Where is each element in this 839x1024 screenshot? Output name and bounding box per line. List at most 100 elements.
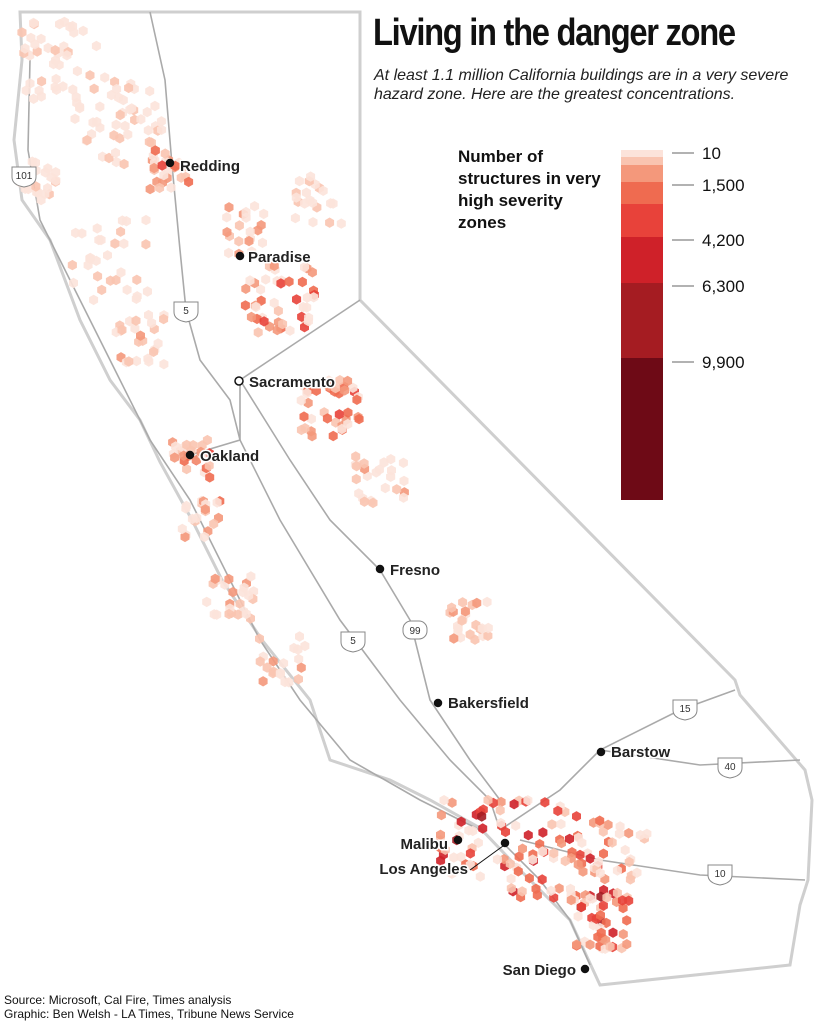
hex-cell bbox=[239, 582, 249, 593]
hex-cell bbox=[625, 874, 635, 885]
hex-cell bbox=[585, 893, 595, 904]
hex-cell bbox=[71, 91, 81, 103]
hex-cell bbox=[224, 247, 234, 259]
hex-cell bbox=[132, 355, 141, 367]
hex-cell bbox=[43, 42, 53, 54]
hex-cell bbox=[228, 586, 238, 598]
hex-cell bbox=[146, 137, 156, 148]
hex-cell bbox=[506, 883, 516, 894]
hex-cell bbox=[602, 892, 612, 903]
hex-cell bbox=[465, 848, 475, 859]
hex-cell bbox=[318, 185, 328, 196]
hex-cell bbox=[269, 297, 279, 309]
hex-cell bbox=[296, 662, 306, 673]
city-label: Redding bbox=[180, 158, 240, 175]
hex-cell bbox=[143, 125, 153, 136]
hex-cell bbox=[122, 284, 132, 295]
hex-cell bbox=[141, 214, 151, 226]
subtitle: At least 1.1 million California building… bbox=[374, 67, 789, 103]
hex-cell bbox=[256, 284, 266, 295]
state-outline bbox=[12, 10, 814, 987]
hex-cell bbox=[556, 818, 566, 830]
hex-cell bbox=[624, 828, 634, 839]
hex-cell bbox=[354, 413, 364, 425]
city-label: Bakersfield bbox=[448, 695, 529, 712]
hex-cell bbox=[92, 223, 102, 234]
hex-cell bbox=[294, 674, 303, 685]
hex-cell bbox=[224, 573, 234, 585]
highway-label: 5 bbox=[183, 306, 189, 317]
hex-cell bbox=[622, 915, 632, 926]
hex-cell bbox=[150, 100, 160, 112]
hex-cell bbox=[482, 596, 492, 608]
hex-cell bbox=[478, 823, 488, 834]
hex-cell bbox=[547, 819, 557, 830]
legend-swatch bbox=[621, 283, 663, 358]
hex-cell bbox=[182, 463, 192, 475]
hex-cell bbox=[290, 212, 300, 224]
hex-cell bbox=[392, 484, 402, 495]
hex-cell bbox=[557, 837, 566, 849]
hex-cell bbox=[144, 356, 154, 367]
hex-cell bbox=[262, 662, 272, 673]
highway-shield bbox=[717, 757, 743, 779]
hex-cell bbox=[93, 271, 103, 282]
hex-cell bbox=[145, 183, 155, 195]
city-label: Barstow bbox=[611, 744, 671, 761]
hex-cell bbox=[475, 871, 485, 882]
hex-cell bbox=[577, 837, 587, 848]
hex-cell bbox=[578, 866, 588, 877]
legend-swatch bbox=[621, 237, 663, 283]
hex-cell bbox=[306, 413, 316, 425]
hex-cell bbox=[212, 609, 222, 620]
hex-cell bbox=[553, 805, 563, 817]
hex-cell bbox=[612, 865, 622, 876]
hex-cell bbox=[155, 182, 165, 194]
highway-label: 99 bbox=[409, 626, 421, 637]
hex-cell bbox=[258, 237, 267, 248]
hex-cell bbox=[322, 413, 332, 424]
hex-cell bbox=[72, 65, 82, 77]
hex-cell bbox=[275, 667, 285, 679]
hex-cell bbox=[240, 300, 250, 311]
legend-tick-label: 10 bbox=[702, 144, 721, 163]
hex-cell bbox=[210, 573, 220, 584]
hex-cell bbox=[268, 656, 278, 667]
hex-cell bbox=[538, 827, 548, 838]
hex-cell bbox=[302, 302, 312, 313]
hex-cell bbox=[468, 825, 478, 837]
hex-cell bbox=[328, 198, 338, 209]
hex-cell bbox=[150, 145, 160, 156]
hex-cell bbox=[492, 854, 502, 865]
hex-cell bbox=[528, 854, 538, 865]
hex-cell bbox=[301, 187, 311, 198]
hex-cell bbox=[284, 276, 294, 287]
highway-shield bbox=[402, 620, 428, 640]
hex-cell bbox=[598, 900, 608, 911]
hex-cell bbox=[614, 828, 624, 839]
hex-cell bbox=[159, 170, 169, 181]
hex-cell bbox=[457, 615, 467, 626]
hex-cell bbox=[36, 194, 46, 206]
hex-cell bbox=[336, 218, 346, 229]
hex-cell bbox=[554, 883, 564, 894]
hex-cell bbox=[615, 821, 625, 832]
title: Living in the danger zone bbox=[373, 12, 736, 54]
legend-tick-label: 6,300 bbox=[702, 277, 745, 296]
hex-cell bbox=[149, 162, 159, 174]
city-dot bbox=[433, 698, 443, 708]
hex-cell bbox=[222, 212, 232, 223]
hex-cell bbox=[607, 837, 617, 848]
hex-cell bbox=[297, 311, 307, 322]
hex-cell bbox=[181, 503, 191, 514]
hex-cell bbox=[351, 473, 361, 485]
hex-cell bbox=[575, 849, 585, 861]
hex-cell bbox=[596, 910, 605, 921]
hex-cell bbox=[245, 275, 255, 286]
hex-cell bbox=[222, 227, 232, 238]
hex-cell bbox=[573, 859, 583, 870]
hex-cell bbox=[291, 192, 301, 203]
hex-cell bbox=[234, 220, 244, 231]
